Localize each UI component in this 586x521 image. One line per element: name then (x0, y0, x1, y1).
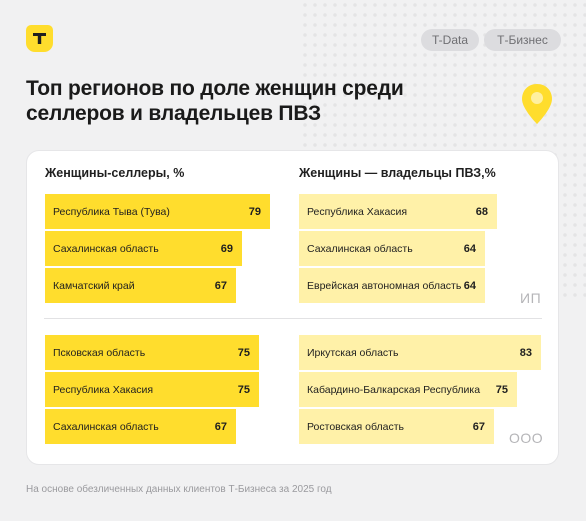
bar-category-label: Сахалинская область (307, 242, 413, 255)
bar-category-label: Камчатский край (53, 279, 135, 292)
bar: Республика Хакасия 75 (45, 372, 259, 407)
bar: Ростовская область 67 (299, 409, 494, 444)
tbank-logo-icon (26, 25, 53, 52)
location-pin-icon (522, 84, 552, 124)
bar-value-label: 79 (248, 205, 261, 218)
bar-value-label: 64 (463, 279, 476, 292)
bar-value-label: 75 (495, 383, 508, 396)
bar-category-label: Сахалинская область (53, 420, 159, 433)
bar-value-label: 75 (237, 383, 250, 396)
bar-category-label: Псковская область (53, 346, 146, 359)
bar-value-label: 67 (472, 420, 485, 433)
group-label-ooo: ООО (509, 430, 544, 446)
group-label-ip: ИП (520, 290, 542, 306)
bar: Иркутская область 83 (299, 335, 541, 370)
title-line-1: Топ регионов по доле женщин среди (26, 77, 404, 100)
bar-category-label: Республика Тыва (Тува) (53, 205, 170, 218)
bar-category-label: Иркутская область (307, 346, 399, 359)
bar-value-label: 69 (220, 242, 233, 255)
bar: Сахалинская область 67 (45, 409, 236, 444)
tag-t-business: Т-Бизнес (484, 29, 561, 51)
bar: Сахалинская область 64 (299, 231, 485, 266)
column-title-sellers: Женщины-селлеры, % (45, 166, 185, 180)
bar-category-label: Кабардино-Балкарская Республика (307, 383, 481, 396)
bar-value-label: 67 (214, 279, 227, 292)
title-line-2: селлеров и владельцев ПВЗ (26, 102, 321, 125)
bar: Республика Хакасия 68 (299, 194, 497, 229)
tag-t-data: T-Data (421, 29, 479, 51)
bar-category-label: Еврейская автономная область (307, 279, 462, 292)
page-title: Топ регионов по доле женщин среди селлер… (26, 76, 486, 126)
bar-value-label: 75 (237, 346, 250, 359)
bar-category-label: Сахалинская область (53, 242, 159, 255)
bar: Сахалинская область 69 (45, 231, 242, 266)
bar: Еврейская автономная область 64 (299, 268, 485, 303)
column-title-pvz-owners: Женщины — владельцы ПВЗ,% (299, 166, 496, 180)
bar-value-label: 64 (463, 242, 476, 255)
bar: Кабардино-Балкарская Республика 75 (299, 372, 517, 407)
bar-category-label: Республика Хакасия (307, 205, 408, 218)
bar-category-label: Республика Хакасия (53, 383, 154, 396)
bar-value-label: 68 (475, 205, 488, 218)
group-divider (44, 318, 542, 319)
bar-value-label: 83 (519, 346, 532, 359)
bar: Республика Тыва (Тува) 79 (45, 194, 270, 229)
footnote: На основе обезличенных данных клиентов Т… (26, 484, 332, 495)
bar-value-label: 67 (214, 420, 227, 433)
bar: Псковская область 75 (45, 335, 259, 370)
bar: Камчатский край 67 (45, 268, 236, 303)
bar-category-label: Ростовская область (307, 420, 405, 433)
